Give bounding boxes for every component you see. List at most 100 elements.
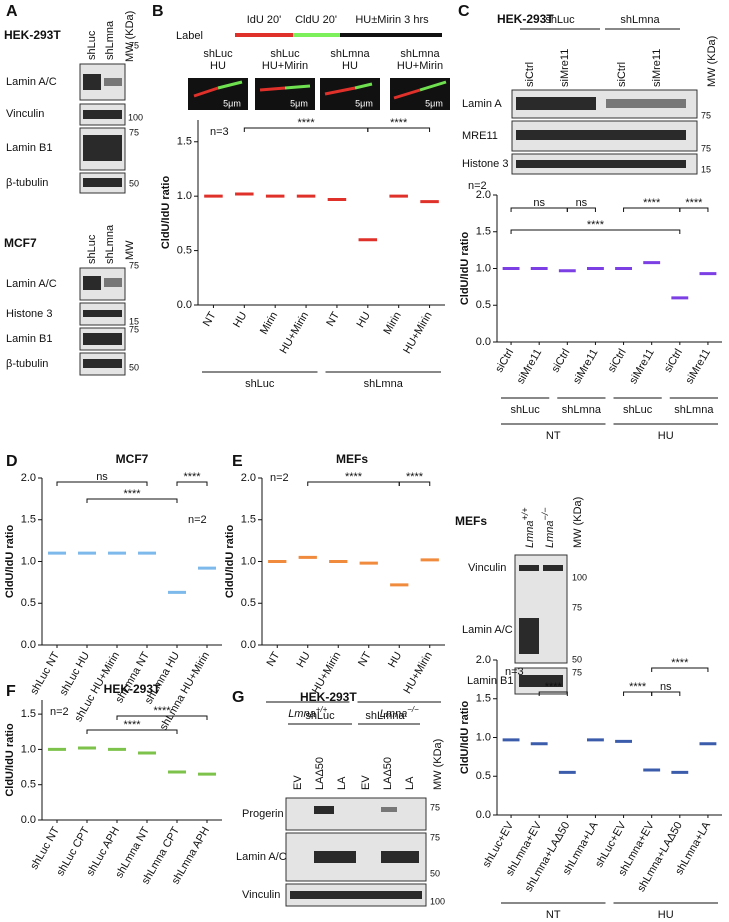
band (83, 110, 122, 119)
panel-letter: C (458, 3, 470, 20)
band-label: Histone 3 (6, 308, 52, 320)
band-label: Lamin B1 (6, 333, 52, 345)
x-tick-label: siMre11 (515, 347, 545, 386)
band (516, 97, 596, 110)
x-tick-label: shLuc NT (28, 650, 62, 697)
y-axis-label: CldU/IdU ratio (4, 723, 16, 797)
genotype-sup: +/+ (520, 507, 530, 520)
y-tick-label: 0.5 (241, 597, 256, 609)
x-tick-label: Mirin (258, 310, 280, 337)
significance: **** (183, 471, 201, 483)
x-tick-label: NT (265, 650, 283, 669)
significance: **** (298, 117, 316, 129)
mw-marker: 75 (701, 143, 711, 153)
fiber (193, 86, 219, 98)
bracket (651, 667, 709, 672)
y-axis-label: CldU/IdU ratio (4, 525, 16, 599)
mw-marker: 100 (430, 896, 445, 906)
x-tick-label: siCtrl (662, 347, 685, 375)
lane-label: LA (404, 776, 416, 790)
mw-label: MW (124, 240, 136, 260)
band-label: Lamin A/C (6, 76, 57, 88)
lane-label: siCtrl (524, 62, 536, 87)
mw-label: MW (KDa) (432, 739, 444, 790)
band-label: β-tubulin (6, 358, 48, 370)
significance: **** (643, 197, 661, 209)
step-label: HU±Mirin 3 hrs (355, 14, 429, 26)
panel-b-schematic: B Label IdU 20' CldU 20' HU±Mirin 3 hrs … (152, 3, 450, 110)
group-label: shLmna (674, 404, 714, 416)
group-label: shLuc (245, 378, 275, 390)
y-tick-label: 1.5 (241, 514, 256, 526)
fiber (284, 84, 311, 90)
bracket (566, 207, 596, 212)
panel-e-blot: MEFs Lmna+/+ Lmna−/− MW (KDa) Vinculin L… (455, 497, 587, 695)
lane-label: shLuc (86, 30, 98, 60)
band (519, 565, 539, 571)
y-tick-label: 1.5 (476, 226, 491, 238)
group-label: shLuc (305, 710, 335, 722)
x-tick-label: shLuc NT (28, 825, 62, 872)
y-tick-label: 2.0 (476, 189, 491, 201)
y-tick-label: 0.5 (476, 299, 491, 311)
mw-marker: 50 (572, 654, 582, 664)
lane-label: LAΔ50 (382, 757, 394, 790)
significance: ns (533, 197, 545, 209)
label-sup: +/+ (316, 705, 328, 714)
mw-label: MW (KDa) (706, 36, 718, 87)
x-tick-label: NT (356, 650, 374, 669)
band-label: Progerin (242, 808, 284, 820)
panel-g-blot: G HEK-293T shLuc shLmna EV LAΔ50 LA EV L… (232, 689, 445, 907)
x-tick-label: HU+Mirin (278, 310, 311, 356)
mw-marker: 75 (430, 802, 440, 812)
lane-label: siMre11 (559, 49, 571, 87)
image-label: HU (210, 60, 226, 72)
band-label: Vinculin (6, 108, 44, 120)
band (606, 99, 686, 108)
scale-bar-label: 5μm (425, 98, 443, 108)
chart-title: MEFs (336, 452, 368, 466)
band (519, 675, 563, 687)
band (381, 807, 397, 812)
lane-label: shLmna (104, 224, 116, 264)
scale-bar-label: 5μm (355, 98, 373, 108)
significance: ns (96, 471, 108, 483)
x-tick-label: siMre11 (571, 347, 601, 386)
y-tick-label: 1.0 (476, 262, 491, 274)
band (381, 851, 419, 863)
label-base: Lmna (380, 708, 408, 720)
y-tick-label: 1.0 (21, 555, 36, 567)
mw-marker: 75 (572, 667, 582, 677)
significance: **** (629, 681, 647, 693)
band (104, 78, 122, 86)
band (83, 333, 122, 345)
label-text: Label (176, 30, 203, 42)
band (83, 359, 122, 368)
group-label: shLmna (620, 14, 660, 26)
panel-letter: A (6, 3, 18, 20)
x-tick-label: NT (324, 310, 342, 329)
x-tick-label: HU+Mirin (401, 310, 434, 356)
group-label: Lmna−/− (380, 705, 419, 720)
lane-label: siCtrl (616, 62, 628, 87)
mw-marker: 15 (129, 316, 139, 326)
significance: ns (576, 197, 588, 209)
mw-marker: 15 (701, 164, 711, 174)
band (519, 618, 539, 654)
lane-label: shLuc (86, 234, 98, 264)
significance: **** (153, 705, 171, 717)
y-axis-label: CldU/IdU ratio (160, 176, 172, 250)
image-label: shLmna (330, 48, 370, 60)
significance: **** (545, 681, 563, 693)
genotype-sup: −/− (540, 507, 550, 520)
lane-label: LA (336, 776, 348, 790)
band (83, 276, 101, 290)
y-tick-label: 1.5 (476, 693, 491, 705)
y-axis-label: CldU/IdU ratio (459, 701, 471, 775)
cell-line: HEK-293T (497, 12, 554, 26)
x-tick-label: siCtrl (606, 347, 629, 375)
y-tick-label: 0.0 (21, 814, 36, 826)
significance: **** (123, 488, 141, 500)
